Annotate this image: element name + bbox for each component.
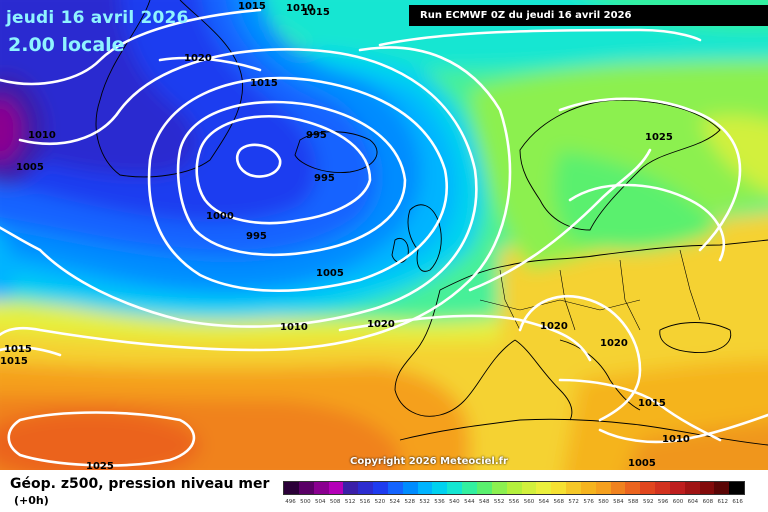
legend-value: 500 [300,499,311,505]
legend-value: 572 [568,499,579,505]
legend-value: 576 [583,499,594,505]
legend-value: 544 [464,499,475,505]
isobar-label: 1015 [302,7,330,18]
isobar-label: 1025 [86,461,114,470]
legend-value: 616 [732,499,743,505]
isobar-label: 1015 [638,398,666,409]
isobar-label: 995 [314,173,335,184]
legend-value: 556 [508,499,520,505]
isobar-label: 995 [306,130,327,141]
forecast-date: jeudi 16 avril 2026 [6,8,189,28]
isobar-label: 1020 [540,321,568,332]
legend-value: 588 [628,499,639,505]
legend-swatch [313,482,329,494]
legend-swatch [521,482,537,494]
isobar-label: 1025 [645,132,673,143]
legend-swatch [714,482,730,494]
isobar-label: 1015 [250,78,278,89]
color-legend-labels: 496 500 504 508 512 516 520 524 528 532 536 540 544 5… [283,499,745,509]
legend-swatch [417,482,433,494]
legend-value: 564 [538,499,550,505]
legend-value: 548 [478,499,490,505]
isobar-label: 995 [246,231,267,242]
legend-value: 596 [657,499,669,505]
legend-swatch [328,482,344,494]
legend-swatch [580,482,596,494]
legend-swatch [373,482,388,494]
legend-swatch [358,482,374,494]
isobar-labels: 1015 1010 1015 1020 1015 1010 1005 995 9… [0,1,690,470]
isobar-label: 1005 [16,162,44,173]
legend-swatch [640,482,656,494]
isobar-label: 1015 [0,356,28,367]
legend-swatch [476,482,492,494]
isobar-label: 1020 [184,53,212,64]
local-time: 2.00 locale [8,34,125,56]
legend-value: 496 [285,499,296,505]
isobar-label: 1015 [238,1,266,12]
color-legend [283,481,745,495]
copyright: Copyright 2026 Meteociel.fr [350,456,508,467]
legend-value: 536 [434,499,445,505]
legend-swatch [284,482,299,494]
isobar-label: 1010 [28,130,56,141]
isobar-label: 1020 [367,319,395,330]
legend-swatch [462,482,477,494]
run-info-box [409,5,768,26]
legend-swatch [566,482,581,494]
legend-swatch [655,482,670,494]
isobar-label: 1020 [600,338,628,349]
legend-swatch [298,482,314,494]
legend-swatch [669,482,685,494]
legend-swatch [432,482,448,494]
legend-swatch [729,482,745,494]
legend-value: 520 [374,499,386,505]
legend-value: 528 [404,499,415,505]
field-title: Géop. z500, pression niveau mer [10,476,270,492]
legend-value: 612 [717,499,728,505]
legend-swatch [491,482,507,494]
isobars [0,8,768,467]
legend-value: 504 [315,499,326,505]
legend-value: 592 [642,499,654,505]
legend-swatch [595,482,611,494]
legend-swatch [684,482,700,494]
legend-swatch [506,482,522,494]
isobar-label: 1010 [280,322,308,333]
legend-swatch [447,482,463,494]
legend-swatch [387,482,403,494]
legend-swatch [625,482,641,494]
legend-value: 600 [672,499,684,505]
forecast-step: (+0h) [14,494,49,507]
geopotential-map: 1015 1010 1015 1020 1015 1010 1005 995 9… [0,0,768,470]
run-info: Run ECMWF 0Z du jeudi 16 avril 2026 [420,10,632,21]
legend-value: 516 [359,499,371,505]
legend-value: 604 [687,499,699,505]
legend-value: 512 [344,499,356,505]
legend-value: 608 [702,499,714,505]
legend-value: 552 [493,499,505,505]
legend-swatch [343,482,359,494]
legend-value: 580 [598,499,609,505]
legend-value: 524 [389,499,401,505]
isobar-label: 1005 [316,268,344,279]
legend-swatch [402,482,418,494]
isobar-label: 1010 [286,3,314,14]
legend-value: 540 [449,499,460,505]
legend-swatch [610,482,626,494]
legend-value: 584 [613,499,624,505]
isobar-label: 1005 [628,458,656,469]
legend-swatch [551,482,567,494]
isobar-label: 1000 [206,211,234,222]
legend-value: 560 [523,499,535,505]
isobar-label: 1015 [4,344,32,355]
legend-value: 532 [419,499,430,505]
legend-value: 568 [553,499,565,505]
legend-swatch [536,482,552,494]
isobar-label: 1010 [662,434,690,445]
legend-swatch [699,482,715,494]
legend-value: 508 [329,499,341,505]
